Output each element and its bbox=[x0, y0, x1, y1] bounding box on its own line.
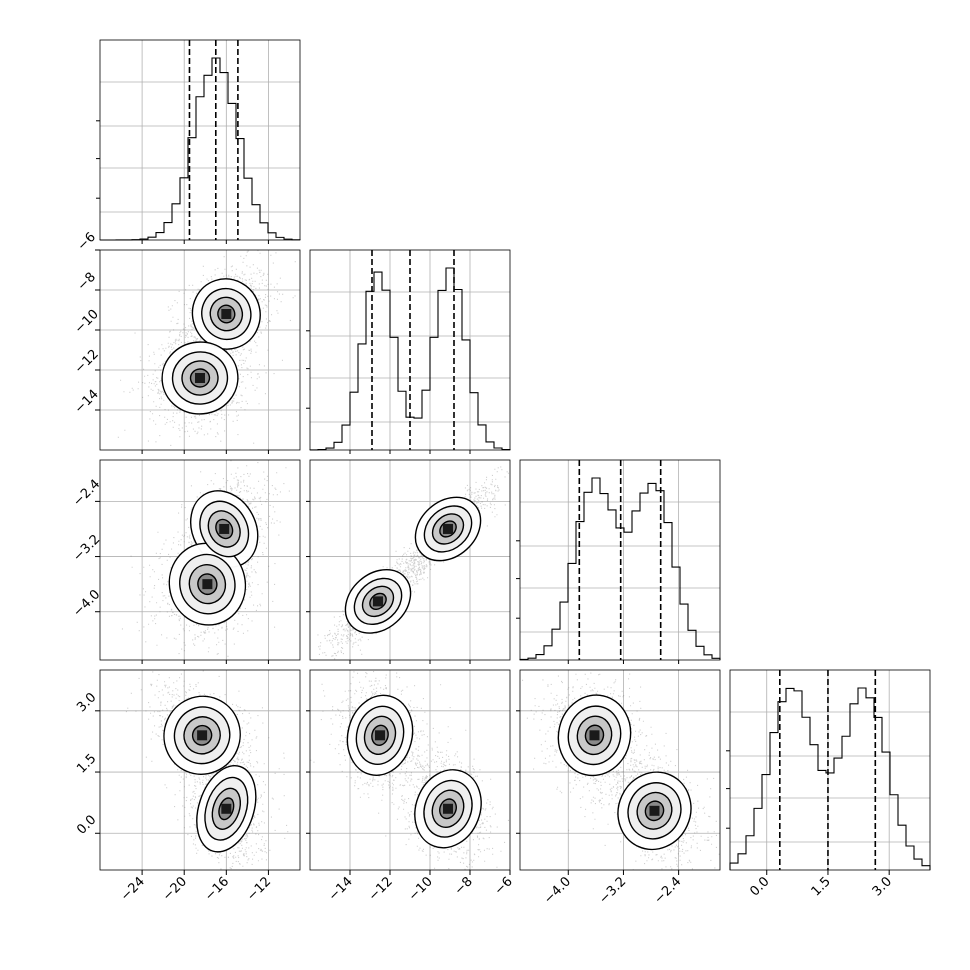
density-peak bbox=[589, 730, 600, 741]
density-peak bbox=[202, 579, 213, 590]
x-tick-label-0-0: −24 bbox=[118, 874, 148, 904]
y-tick-label-2-0: −4.0 bbox=[70, 587, 103, 620]
x-tick-label-2-2: −2.4 bbox=[652, 874, 685, 907]
scatter-panel-1-2 bbox=[309, 459, 511, 661]
density-peak bbox=[375, 730, 385, 741]
x-tick-label-0-3: −12 bbox=[244, 874, 274, 904]
x-tick-label-2-1: −3.2 bbox=[596, 874, 629, 907]
y-tick-label-2-1: −3.2 bbox=[70, 532, 103, 565]
density-peak bbox=[221, 803, 232, 814]
y-tick-label-1-0: −14 bbox=[72, 387, 102, 417]
hist-panel-0 bbox=[96, 39, 301, 241]
x-tick-label-3-0: 0.0 bbox=[747, 874, 772, 899]
y-tick-label-3-0: 0.0 bbox=[74, 813, 99, 838]
y-tick-label-1-2: −10 bbox=[72, 307, 102, 337]
sample-points bbox=[317, 466, 509, 660]
x-tick-label-3-1: 1.5 bbox=[809, 874, 834, 899]
x-tick-label-3-2: 3.0 bbox=[870, 874, 895, 899]
histogram-3 bbox=[729, 687, 931, 870]
hist-panel-1 bbox=[306, 249, 511, 451]
density-peak bbox=[373, 596, 383, 607]
x-tick-label-1-4: −6 bbox=[492, 874, 516, 898]
scatter-panel-1-3 bbox=[309, 669, 511, 871]
scatter-panel-0-3 bbox=[99, 669, 301, 871]
x-tick-label-1-3: −8 bbox=[452, 874, 476, 898]
y-tick-label-1-1: −12 bbox=[72, 347, 102, 377]
x-tick-label-1-1: −12 bbox=[366, 874, 396, 904]
histogram-0 bbox=[100, 57, 301, 241]
sample-points bbox=[522, 670, 720, 870]
x-tick-label-1-2: −10 bbox=[406, 874, 436, 904]
density-peak bbox=[219, 523, 230, 534]
density-peak bbox=[649, 805, 660, 816]
scatter-panel-2-3 bbox=[519, 669, 721, 871]
y-tick-label-3-1: 1.5 bbox=[74, 751, 99, 776]
x-tick-label-1-0: −14 bbox=[326, 874, 356, 904]
density-peak bbox=[443, 523, 453, 534]
x-tick-label-0-2: −16 bbox=[202, 874, 232, 904]
hist-panel-2 bbox=[516, 459, 721, 661]
density-peak bbox=[195, 373, 205, 383]
y-tick-label-3-2: 3.0 bbox=[74, 690, 99, 715]
x-tick-label-0-1: −20 bbox=[160, 874, 190, 904]
sample-points bbox=[310, 671, 509, 870]
y-tick-label-2-2: −2.4 bbox=[70, 477, 103, 510]
density-peak bbox=[443, 803, 453, 814]
x-tick-label-2-0: −4.0 bbox=[541, 874, 574, 907]
scatter-panel-0-1 bbox=[99, 249, 301, 451]
scatter-panel-0-2 bbox=[99, 459, 301, 661]
density-peak bbox=[197, 730, 208, 741]
density-peak bbox=[221, 309, 232, 319]
hist-panel-3 bbox=[726, 669, 931, 871]
